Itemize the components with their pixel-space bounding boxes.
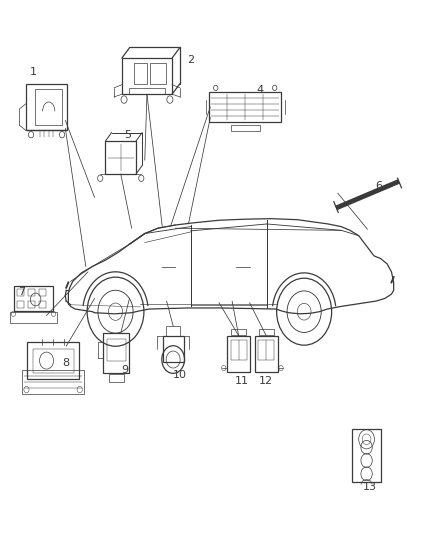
Bar [35,90,62,125]
Bar [22,370,84,394]
Text: 2: 2 [187,55,194,65]
Text: 5: 5 [124,130,131,140]
Bar [255,336,278,372]
Bar [14,286,53,311]
Bar [134,63,147,84]
Text: 4: 4 [257,85,264,95]
Bar [39,289,46,296]
Bar [28,289,35,296]
Bar [17,301,24,308]
Text: 12: 12 [259,376,273,386]
Bar [11,312,57,324]
Bar [258,340,274,360]
Bar [209,92,281,123]
Bar [122,58,172,94]
Text: 8: 8 [62,358,69,368]
Text: 7: 7 [18,287,25,297]
Bar [17,289,24,296]
Bar [259,329,274,335]
Text: 1: 1 [30,68,37,77]
Bar [106,141,136,174]
Bar [27,342,79,379]
Bar [103,333,130,373]
Text: 9: 9 [122,365,129,375]
Bar [33,349,74,373]
Bar [26,84,67,131]
Bar [109,374,124,382]
Bar [166,326,180,336]
Bar [106,339,126,361]
Bar [227,336,250,372]
Bar [162,336,184,362]
Bar [150,63,166,84]
Bar [39,301,46,308]
Bar [231,340,247,360]
Bar [28,301,35,308]
Bar [231,125,260,131]
Text: 6: 6 [375,181,382,191]
Bar [231,329,246,335]
Text: 11: 11 [235,376,249,386]
Text: 13: 13 [363,482,377,492]
Bar [129,88,165,94]
Text: 10: 10 [173,370,187,381]
